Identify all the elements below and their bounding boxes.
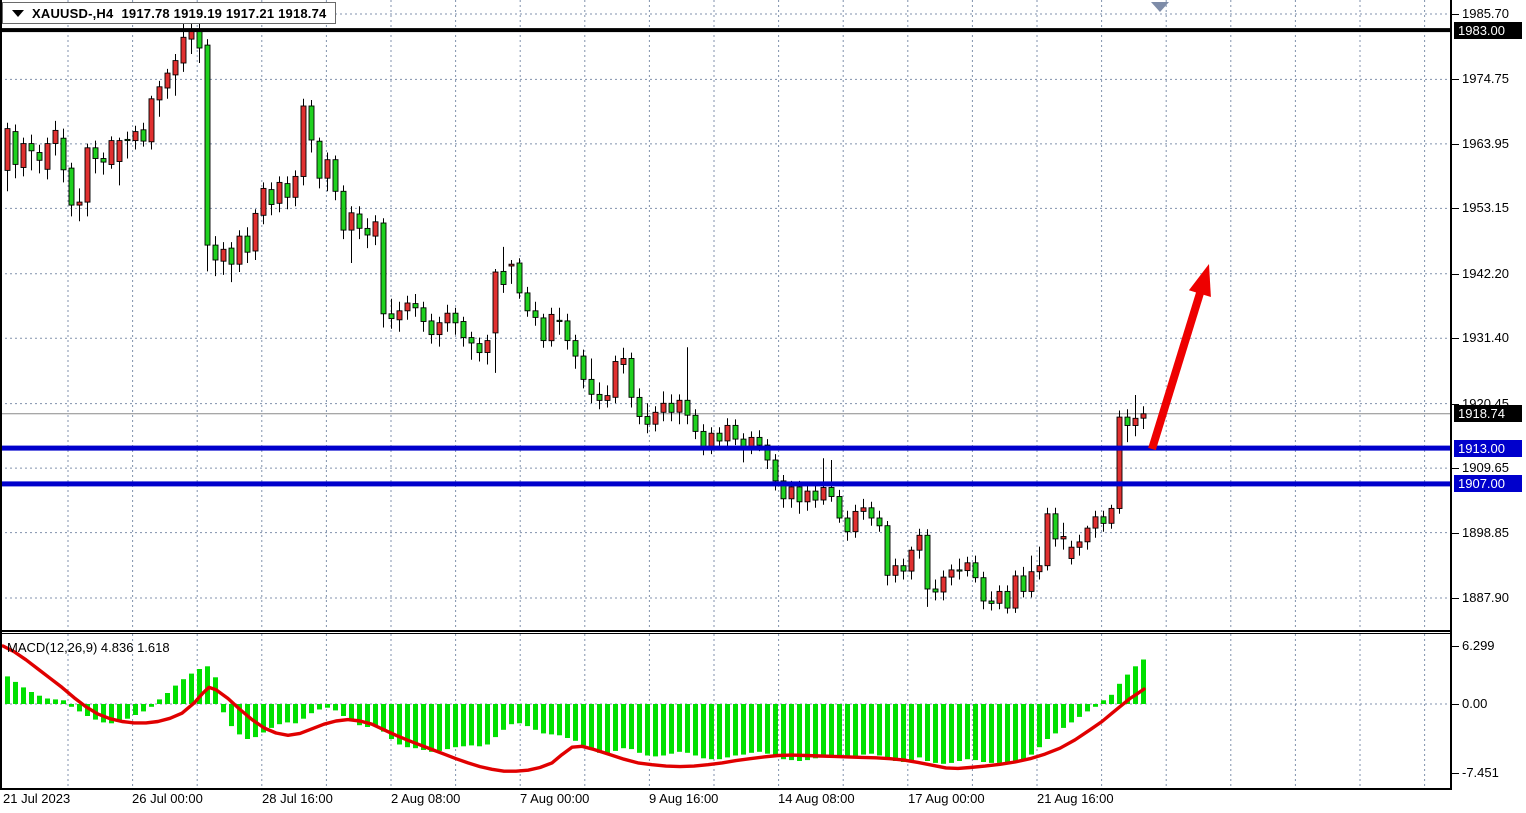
price-chart-panel[interactable]: [0, 0, 1450, 631]
macd-axis-tick-mark: [1452, 773, 1459, 774]
chart-left-border: [0, 0, 2, 788]
time-axis[interactable]: 21 Jul 2023 26 Jul 00:00 28 Jul 16:00 2 Aug…: [0, 791, 1450, 813]
time-axis-label: 17 Aug 00:00: [908, 791, 985, 806]
price-axis-tick-mark: [1452, 79, 1459, 80]
time-axis-label: 2 Aug 08:00: [391, 791, 461, 806]
time-axis-label: 14 Aug 08:00: [778, 791, 855, 806]
current-price-badge: 1918.74: [1454, 405, 1522, 422]
time-axis-label: 7 Aug 00:00: [520, 791, 590, 806]
time-axis-label: 9 Aug 16:00: [649, 791, 719, 806]
macd-panel-top-border: [0, 633, 1450, 634]
price-axis[interactable]: 1985.70 1974.75 1963.95 1953.15 1942.20 1931.…: [1452, 0, 1526, 788]
price-level-badge: 1913.00: [1454, 440, 1522, 457]
price-axis-tick-label: 1887.90: [1462, 589, 1509, 605]
price-axis-tick-mark: [1452, 14, 1459, 15]
price-axis-tick-mark: [1452, 404, 1459, 405]
current-price-badge: 1983.00: [1454, 22, 1522, 39]
price-axis-tick-label: 1909.65: [1462, 460, 1509, 476]
price-axis-tick-label: 1942.20: [1462, 265, 1509, 281]
price-axis-tick-label: 1953.15: [1462, 200, 1509, 216]
symbol-dropdown-icon[interactable]: [12, 9, 24, 17]
macd-indicator-label: MACD(12,26,9) 4.836 1.618: [7, 640, 170, 655]
price-axis-tick-mark: [1452, 468, 1459, 469]
price-axis-tick-mark: [1452, 533, 1459, 534]
price-axis-border: [1450, 0, 1452, 788]
price-axis-tick-mark: [1452, 598, 1459, 599]
time-axis-label: 26 Jul 00:00: [132, 791, 203, 806]
macd-axis-tick-label: 0.00: [1462, 696, 1488, 711]
macd-axis-tick-label: -7.451: [1462, 764, 1499, 780]
price-axis-tick-label: 1974.75: [1462, 71, 1509, 87]
chart-title-bar: XAUUSD-,H4 1917.78 1919.19 1917.21 1918.…: [2, 2, 337, 24]
price-axis-tick-mark: [1452, 274, 1459, 275]
price-axis-tick-label: 1985.70: [1462, 6, 1509, 21]
price-axis-tick-mark: [1452, 338, 1459, 339]
macd-axis-tick-mark: [1452, 646, 1459, 647]
panel-separator[interactable]: [0, 630, 1450, 632]
price-axis-tick-mark: [1452, 144, 1459, 145]
time-axis-label: 21 Aug 16:00: [1037, 791, 1114, 806]
macd-axis-tick-label: 6.299: [1462, 638, 1495, 654]
ohlc-values: 1917.78 1919.19 1917.21 1918.74: [121, 5, 327, 21]
time-axis-label: 28 Jul 16:00: [262, 791, 333, 806]
price-level-badge: 1907.00: [1454, 475, 1522, 492]
macd-panel-bottom-border: [0, 788, 1452, 790]
price-axis-tick-mark: [1452, 208, 1459, 209]
price-axis-tick-label: 1931.40: [1462, 330, 1509, 346]
chart-shift-marker-icon[interactable]: [1151, 2, 1169, 12]
symbol-timeframe-label: XAUUSD-,H4: [32, 5, 114, 21]
macd-indicator-panel[interactable]: [0, 634, 1450, 788]
time-axis-label: 21 Jul 2023: [3, 791, 71, 806]
price-axis-tick-label: 1963.95: [1462, 135, 1509, 151]
price-axis-tick-label: 1898.85: [1462, 524, 1509, 540]
macd-axis-tick-mark: [1452, 704, 1459, 705]
